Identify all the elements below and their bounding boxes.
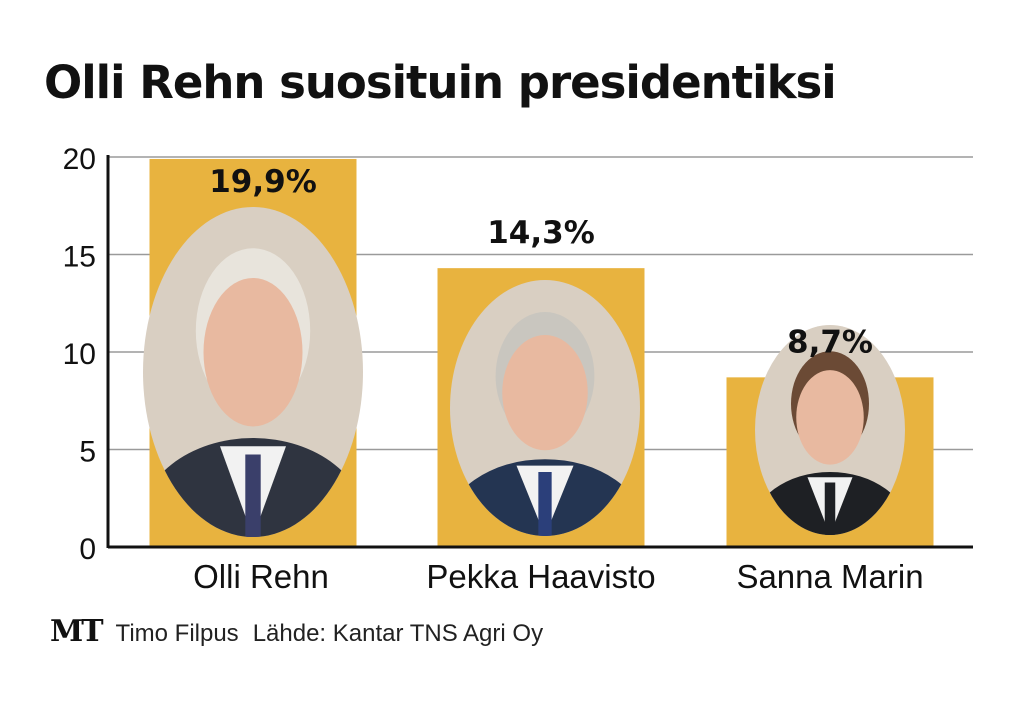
candidate-portrait xyxy=(450,280,640,536)
data-label: 14,3% xyxy=(487,215,595,251)
candidate-portrait xyxy=(143,207,363,537)
data-label: 8,7% xyxy=(787,324,873,360)
data-label: 19,9% xyxy=(209,164,317,200)
y-tick-label: 0 xyxy=(79,533,96,566)
footer: MT Timo Filpus Lähde: Kantar TNS Agri Oy xyxy=(50,614,543,649)
x-tick-label: Sanna Marin xyxy=(736,558,923,595)
x-tick-label: Olli Rehn xyxy=(193,558,329,595)
y-tick-label: 10 xyxy=(63,338,96,371)
candidate-portrait xyxy=(755,325,905,535)
y-tick-label: 5 xyxy=(79,436,96,469)
x-tick-label: Pekka Haavisto xyxy=(426,558,655,595)
mt-logo: MT xyxy=(50,614,104,649)
y-tick-label: 20 xyxy=(63,143,96,176)
y-tick-label: 15 xyxy=(63,241,96,274)
source-credit: Lähde: Kantar TNS Agri Oy xyxy=(252,620,544,647)
author-credit: Timo Filpus xyxy=(115,620,239,647)
chart-title: Olli Rehn suosituin presidentiksi xyxy=(44,56,837,109)
